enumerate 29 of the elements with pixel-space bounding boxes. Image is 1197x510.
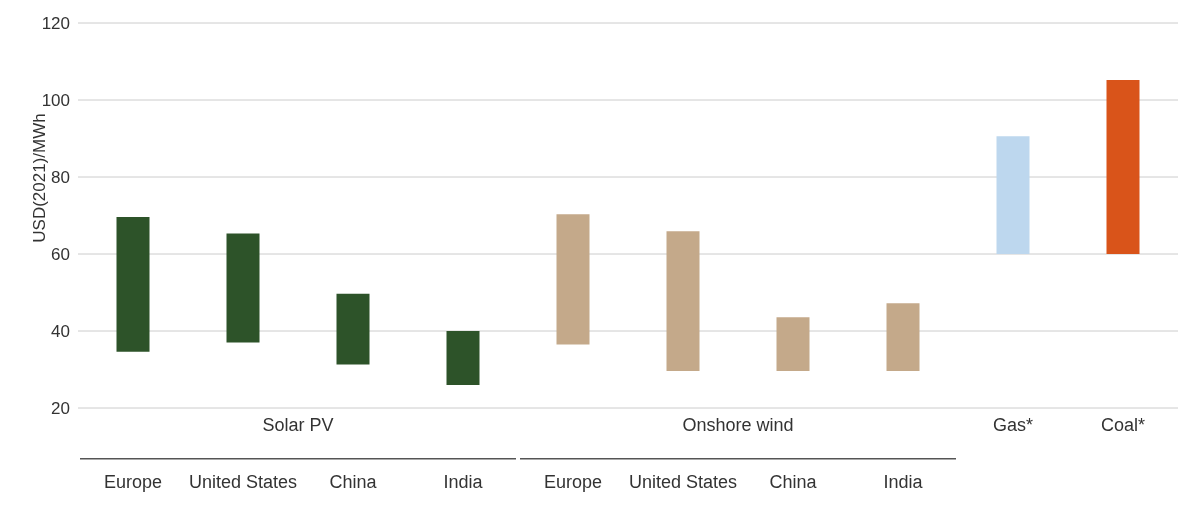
bar [776, 317, 810, 372]
y-tick-label: 120 [41, 14, 70, 34]
bar [226, 233, 260, 343]
y-tick-label: 100 [41, 91, 70, 111]
y-tick-label: 20 [51, 399, 70, 419]
x-tick-label: Gas* [992, 415, 1034, 435]
bar [446, 331, 480, 385]
bar [116, 217, 150, 352]
x-tick-label: China [329, 472, 378, 492]
x-tick-label: India [443, 472, 484, 492]
bar [666, 231, 700, 372]
x-tick-label: Coal* [1100, 415, 1146, 435]
text: Solar PV [262, 415, 334, 435]
x-tick-label: United States [628, 472, 738, 492]
bar [996, 136, 1030, 254]
x-tick-label: Europe [103, 472, 163, 492]
y-tick-label: 60 [51, 245, 70, 265]
bar [1106, 79, 1140, 254]
bar [886, 303, 920, 372]
y-axis-title: USD(2021)/MWh [30, 113, 50, 243]
y-tick-label: 40 [51, 322, 70, 342]
y-tick-label: 80 [51, 168, 70, 188]
bar [336, 293, 370, 365]
x-tick-label: China [769, 472, 818, 492]
text: Onshore wind [682, 415, 794, 435]
x-tick-label: United States [188, 472, 298, 492]
x-tick-label: India [883, 472, 924, 492]
bar [556, 214, 590, 345]
x-tick-label: Europe [543, 472, 603, 492]
